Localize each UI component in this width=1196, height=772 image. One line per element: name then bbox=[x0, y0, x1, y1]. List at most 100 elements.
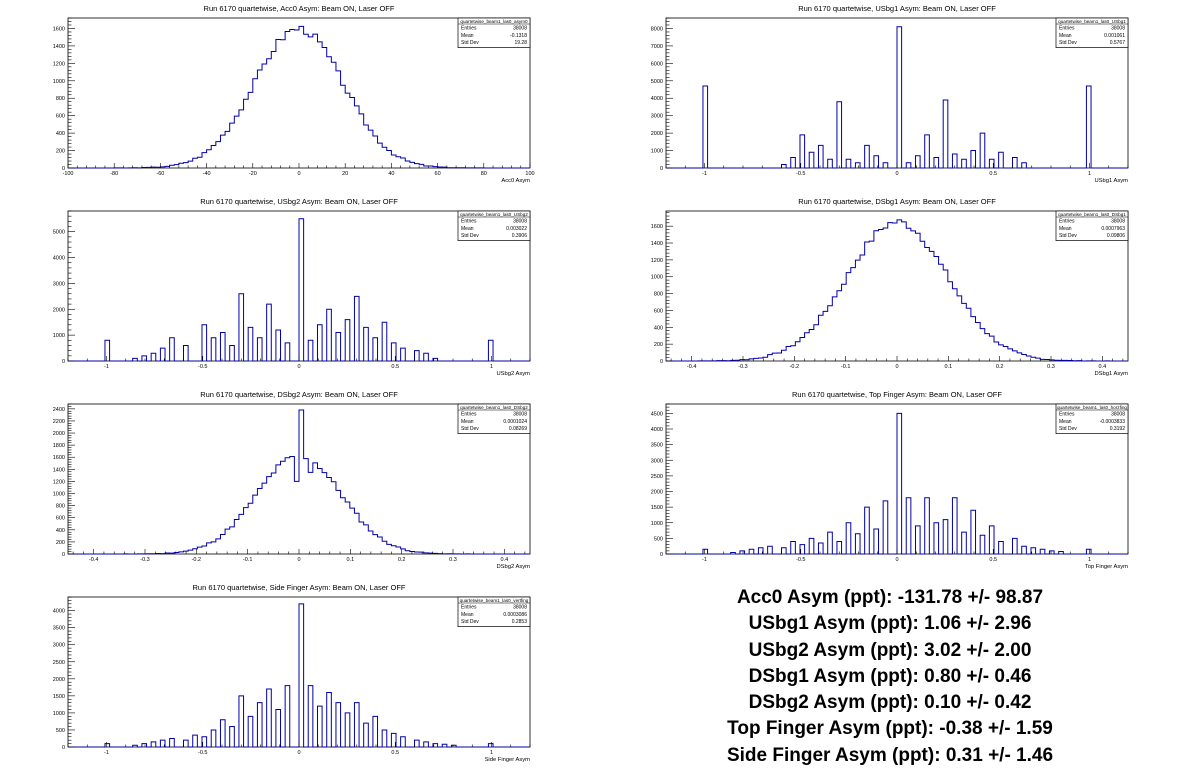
histogram-dsbg1: Run 6170 quartetwise, DSbg1 Asym: Beam O… bbox=[651, 197, 1129, 377]
histogram-pad-usbg1: Run 6170 quartetwise, USbg1 Asym: Beam O… bbox=[598, 0, 1196, 193]
x-tick-label: 0 bbox=[895, 364, 898, 370]
y-tick-label: 400 bbox=[56, 528, 65, 534]
y-tick-label: 1200 bbox=[651, 258, 663, 264]
stats-value: 0.3192 bbox=[1110, 426, 1126, 432]
stats-box-name: quartetwise_beam1_las0_USbg1 bbox=[1058, 19, 1126, 24]
stats-label: Mean bbox=[1059, 419, 1072, 425]
stats-label: Mean bbox=[461, 33, 474, 39]
x-tick-label: 0.5 bbox=[391, 364, 399, 370]
stats-box-frame bbox=[1055, 17, 1129, 48]
stats-box-frame bbox=[457, 596, 531, 627]
x-tick-label: -0.3 bbox=[738, 364, 747, 370]
stats-box: quartetwise_beam1_las0_USbg1 Entries 38008… bbox=[1055, 17, 1129, 48]
summary-dsbg2: DSbg2 Asym (ppt): 0.10 +/- 0.42 bbox=[748, 692, 1032, 714]
x-tick-label: -100 bbox=[62, 171, 73, 177]
stats-value: 38008 bbox=[513, 605, 527, 611]
x-tick-label: -1 bbox=[702, 171, 707, 177]
x-tick-label: 40 bbox=[388, 171, 394, 177]
y-tick-label: 7000 bbox=[651, 44, 663, 50]
y-tick-label: 0 bbox=[62, 166, 65, 172]
x-tick-label: -40 bbox=[203, 171, 211, 177]
y-tick-label: 0 bbox=[62, 745, 65, 751]
histogram-pad-acc0: Run 6170 quartetwise, Acc0 Asym: Beam ON… bbox=[0, 0, 598, 193]
y-tick-label: 3000 bbox=[53, 643, 65, 649]
y-tick-label: 1200 bbox=[53, 479, 65, 485]
x-axis-label: USbg1 Asym bbox=[1094, 178, 1128, 184]
x-tick-label: 0 bbox=[297, 171, 300, 177]
x-tick-label: -0.1 bbox=[841, 364, 850, 370]
y-tick-label: 1000 bbox=[53, 333, 65, 339]
y-tick-label: 2000 bbox=[651, 490, 663, 496]
stats-box-frame bbox=[457, 17, 531, 48]
stats-label: Mean bbox=[1059, 226, 1072, 232]
x-tick-label: 0 bbox=[895, 171, 898, 177]
y-tick-label: 1000 bbox=[53, 492, 65, 498]
histogram-line bbox=[68, 25, 530, 169]
stats-value: 0.09806 bbox=[1107, 233, 1125, 239]
y-tick-label: 4000 bbox=[53, 609, 65, 615]
histogram-line bbox=[666, 412, 1128, 555]
y-tick-label: 200 bbox=[654, 342, 663, 348]
y-tick-label: 1000 bbox=[53, 79, 65, 85]
x-tick-label: 1 bbox=[1088, 171, 1091, 177]
x-tick-label: 0 bbox=[297, 364, 300, 370]
stats-box: quartetwise_beam1_las0_vertfing Entries 38… bbox=[457, 596, 531, 627]
y-tick-label: 800 bbox=[56, 96, 65, 102]
y-tick-label: 3500 bbox=[53, 626, 65, 632]
y-tick-label: 1500 bbox=[53, 694, 65, 700]
x-tick-label: 1 bbox=[1088, 557, 1091, 563]
y-tick-label: 3000 bbox=[651, 458, 663, 464]
y-tick-label: 1400 bbox=[651, 241, 663, 247]
stats-value: 38008 bbox=[1111, 26, 1125, 32]
stats-value: 38008 bbox=[1111, 412, 1125, 418]
stats-box-name: quartetwise_beam1_las0_DSbg1 bbox=[1058, 212, 1126, 217]
histogram-pad-top-finger: Run 6170 quartetwise, Top Finger Asym: B… bbox=[598, 386, 1196, 579]
x-tick-label: -0.2 bbox=[192, 557, 201, 563]
chart-title: Run 6170 quartetwise, USbg2 Asym: Beam O… bbox=[200, 197, 398, 206]
histogram-pad-dsbg1: Run 6170 quartetwise, DSbg1 Asym: Beam O… bbox=[598, 193, 1196, 386]
x-tick-label: -20 bbox=[249, 171, 257, 177]
chart-title: Run 6170 quartetwise, Acc0 Asym: Beam ON… bbox=[204, 4, 395, 13]
y-tick-label: 1000 bbox=[651, 149, 663, 155]
stats-box-frame bbox=[1055, 403, 1129, 434]
y-tick-label: 5000 bbox=[53, 230, 65, 236]
y-tick-label: 2500 bbox=[53, 660, 65, 666]
x-tick-label: 0.3 bbox=[1047, 364, 1055, 370]
y-tick-label: 4000 bbox=[53, 256, 65, 262]
x-tick-label: -0.5 bbox=[198, 364, 207, 370]
y-tick-label: 3000 bbox=[53, 281, 65, 287]
stats-box-name: quartetwise_beam1_las0_USbg2 bbox=[460, 212, 528, 217]
histogram-line bbox=[666, 26, 1128, 169]
chart-title: Run 6170 quartetwise, DSbg1 Asym: Beam O… bbox=[798, 197, 996, 206]
stats-label: Mean bbox=[461, 226, 474, 232]
stats-value: 0.0007963 bbox=[1101, 226, 1125, 232]
stats-label: Mean bbox=[461, 612, 474, 618]
stats-label: Std Dev bbox=[461, 426, 479, 432]
y-tick-label: 2000 bbox=[53, 677, 65, 683]
stats-value: 0.0001024 bbox=[503, 419, 527, 425]
y-tick-label: 1600 bbox=[651, 224, 663, 230]
summary-usbg1: USbg1 Asym (ppt): 1.06 +/- 2.96 bbox=[748, 613, 1032, 635]
stats-value: 38008 bbox=[1111, 219, 1125, 225]
summary-side-finger: Side Finger Asym (ppt): 0.31 +/- 1.46 bbox=[726, 744, 1054, 766]
stats-box: quartetwise_beam1_las0_asym0 Entries 38008… bbox=[457, 17, 531, 48]
y-tick-label: 2000 bbox=[53, 431, 65, 437]
stats-box: quartetwise_beam1_las0_DSbg1 Entries 38008… bbox=[1055, 210, 1129, 241]
y-tick-label: 4500 bbox=[651, 411, 663, 417]
x-axis-label: DSbg1 Asym bbox=[1094, 371, 1128, 377]
histogram-pad-dsbg2: Run 6170 quartetwise, DSbg2 Asym: Beam O… bbox=[0, 386, 598, 579]
y-tick-label: 500 bbox=[654, 536, 663, 542]
y-tick-label: 0 bbox=[62, 359, 65, 365]
x-tick-label: -0.4 bbox=[89, 557, 98, 563]
stats-box-name: quartetwise_beam1_las0_asym0 bbox=[460, 19, 528, 24]
y-tick-label: 800 bbox=[654, 292, 663, 298]
x-tick-label: -80 bbox=[110, 171, 118, 177]
stats-label: Std Dev bbox=[461, 619, 479, 625]
x-tick-label: 100 bbox=[525, 171, 534, 177]
y-tick-label: 1000 bbox=[651, 275, 663, 281]
x-tick-label: 0.1 bbox=[945, 364, 953, 370]
stats-value: 0.5767 bbox=[1110, 40, 1126, 46]
x-axis-label: Acc0 Asym bbox=[501, 178, 530, 184]
x-tick-label: -0.3 bbox=[140, 557, 149, 563]
chart-title: Run 6170 quartetwise, USbg1 Asym: Beam O… bbox=[798, 4, 996, 13]
